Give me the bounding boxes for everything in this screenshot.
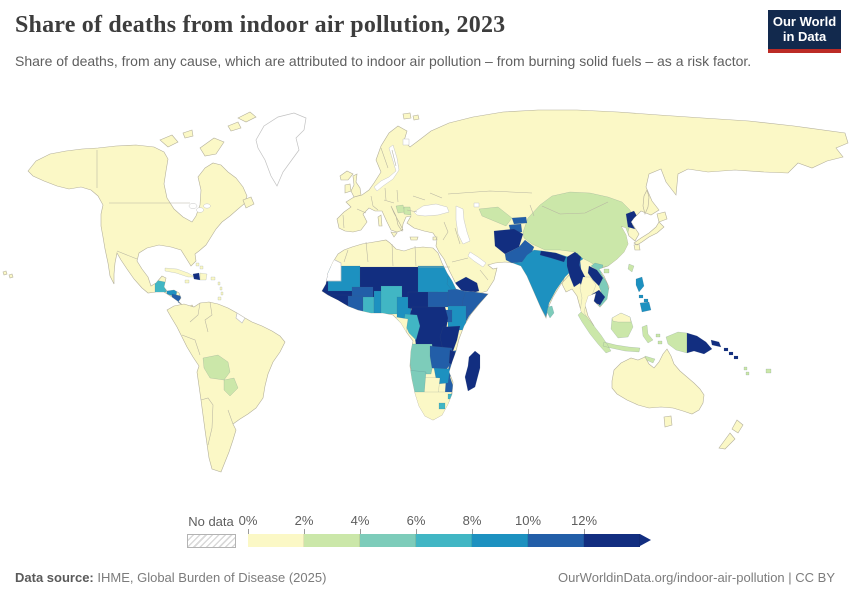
country-north-korea[interactable]: [625, 210, 639, 230]
owid-logo[interactable]: Our World in Data: [768, 10, 841, 53]
country-sri-lanka[interactable]: [546, 305, 555, 319]
footer-source-label: Data source:: [15, 570, 94, 585]
country-iceland[interactable]: [339, 170, 354, 181]
chart-subtitle: Share of deaths, from any cause, which a…: [15, 53, 752, 69]
country-philippines[interactable]: [635, 276, 652, 313]
legend-tick-label-5: 10%: [514, 513, 542, 528]
country-bahamas[interactable]: [195, 262, 204, 270]
legend-tick-mark-5: [528, 529, 529, 534]
legend-tick-label-6: 12%: [570, 513, 598, 528]
country-united-kingdom[interactable]: [350, 173, 362, 198]
legend-tick-mark-4: [472, 529, 473, 534]
legend-no-data-label: No data: [188, 514, 234, 529]
country-ireland[interactable]: [344, 183, 352, 194]
black-sea: [413, 203, 450, 217]
country-kyrgyzstan[interactable]: [511, 216, 528, 225]
country-newfoundland[interactable]: [242, 196, 255, 209]
legend-tick-mark-0: [248, 529, 249, 534]
caspian-sea: [455, 205, 471, 245]
country-new-zealand[interactable]: [718, 419, 744, 450]
country-cyprus[interactable]: [432, 236, 438, 241]
country-jamaica[interactable]: [184, 279, 190, 284]
country-greenland[interactable]: [255, 112, 307, 187]
country-nepal[interactable]: [539, 250, 567, 263]
legend-bin-3[interactable]: [416, 534, 472, 547]
country-hawaii[interactable]: [2, 270, 14, 279]
country-sardinia[interactable]: [377, 214, 383, 227]
legend-tick-label-0: 0%: [238, 513, 258, 528]
country-taiwan[interactable]: [627, 263, 635, 273]
country-uzbekistan[interactable]: [478, 206, 513, 227]
country-sicily[interactable]: [390, 231, 398, 238]
legend-bin-1[interactable]: [304, 534, 360, 547]
great-lake-mid: [196, 207, 204, 213]
country-belize[interactable]: [164, 282, 169, 291]
owid-logo-line1: Our World: [772, 14, 837, 29]
footer-source: Data source: IHME, Global Burden of Dise…: [15, 570, 326, 585]
country-lesser-antilles[interactable]: [217, 281, 224, 301]
legend-tick-mark-3: [416, 529, 417, 534]
legend-bin-2[interactable]: [360, 534, 416, 547]
owid-logo-line2: in Data: [782, 29, 827, 44]
persian-gulf: [467, 251, 487, 268]
white-sea: [402, 138, 410, 146]
country-cuba[interactable]: [164, 267, 196, 278]
country-australia[interactable]: [611, 348, 705, 428]
country-guatemala[interactable]: [154, 279, 167, 294]
country-serbia[interactable]: [403, 206, 412, 216]
great-lake-east: [203, 203, 211, 209]
country-fiji[interactable]: [765, 368, 772, 374]
country-crete[interactable]: [409, 236, 419, 241]
legend-tick-mark-1: [304, 529, 305, 534]
legend-bin-4[interactable]: [472, 534, 528, 547]
legend-tick-label-3: 6%: [406, 513, 426, 528]
legend-tick-label-4: 8%: [462, 513, 482, 528]
country-ivory-coast[interactable]: [347, 295, 364, 314]
country-dominican-republic[interactable]: [199, 272, 208, 281]
legend-tick-mark-2: [360, 529, 361, 534]
country-paraguay[interactable]: [223, 377, 239, 397]
world-choropleth-map[interactable]: [0, 100, 850, 512]
country-puerto-rico[interactable]: [210, 276, 216, 281]
baltic-sea: [373, 144, 400, 192]
country-western-sahara[interactable]: [322, 257, 342, 282]
legend-tick-label-1: 2%: [294, 513, 314, 528]
page-title: Share of deaths from indoor air pollutio…: [15, 12, 506, 38]
footer-link[interactable]: OurWorldinData.org/indoor-air-pollution …: [558, 570, 835, 585]
country-gabon[interactable]: [395, 316, 409, 333]
country-hainan[interactable]: [603, 268, 610, 274]
country-solomon-islands[interactable]: [723, 347, 739, 360]
country-malaysia[interactable]: [611, 312, 632, 323]
country-sakhalin[interactable]: [642, 189, 650, 215]
country-ghana[interactable]: [362, 296, 375, 315]
country-south-africa[interactable]: [411, 391, 453, 421]
country-borders: [96, 147, 609, 446]
country-lesotho[interactable]: [438, 402, 446, 410]
legend-arrow: [640, 534, 651, 546]
great-lake-west: [188, 203, 198, 209]
country-bolivia[interactable]: [202, 354, 231, 381]
legend-tick-label-2: 4%: [350, 513, 370, 528]
country-arctic-islands[interactable]: [159, 111, 257, 157]
legend-color-bar[interactable]: [248, 534, 651, 547]
country-haiti[interactable]: [192, 272, 201, 281]
country-japan[interactable]: [633, 211, 668, 251]
country-papua-new-guinea[interactable]: [686, 332, 722, 355]
footer-source-text: IHME, Global Burden of Disease (2025): [93, 570, 327, 585]
legend-bin-6[interactable]: [584, 534, 640, 547]
country-madagascar[interactable]: [464, 350, 481, 392]
legend-bin-0[interactable]: [248, 534, 304, 547]
country-vanuatu[interactable]: [743, 366, 750, 376]
country-north-america[interactable]: [27, 144, 248, 310]
legend-tick-mark-6: [584, 529, 585, 534]
country-malawi[interactable]: [448, 349, 456, 367]
country-indonesia[interactable]: [577, 311, 688, 364]
legend-bin-5[interactable]: [528, 534, 584, 547]
aral-sea: [473, 202, 480, 208]
legend-no-data-swatch[interactable]: [187, 534, 236, 548]
country-french-guiana[interactable]: [235, 312, 246, 324]
country-svalbard[interactable]: [402, 112, 420, 121]
country-togo-benin[interactable]: [373, 290, 382, 314]
